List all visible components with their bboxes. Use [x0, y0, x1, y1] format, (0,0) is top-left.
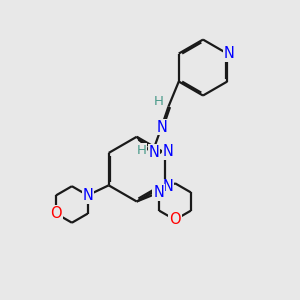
Text: N: N: [148, 145, 159, 160]
Text: H: H: [154, 95, 164, 108]
Text: O: O: [169, 212, 181, 227]
Text: O: O: [50, 206, 62, 221]
Text: N: N: [163, 144, 174, 159]
Text: N: N: [153, 185, 164, 200]
Text: N: N: [163, 179, 174, 194]
Text: H: H: [137, 144, 147, 157]
Text: N: N: [224, 46, 234, 61]
Text: N: N: [157, 120, 167, 135]
Text: N: N: [83, 188, 94, 203]
